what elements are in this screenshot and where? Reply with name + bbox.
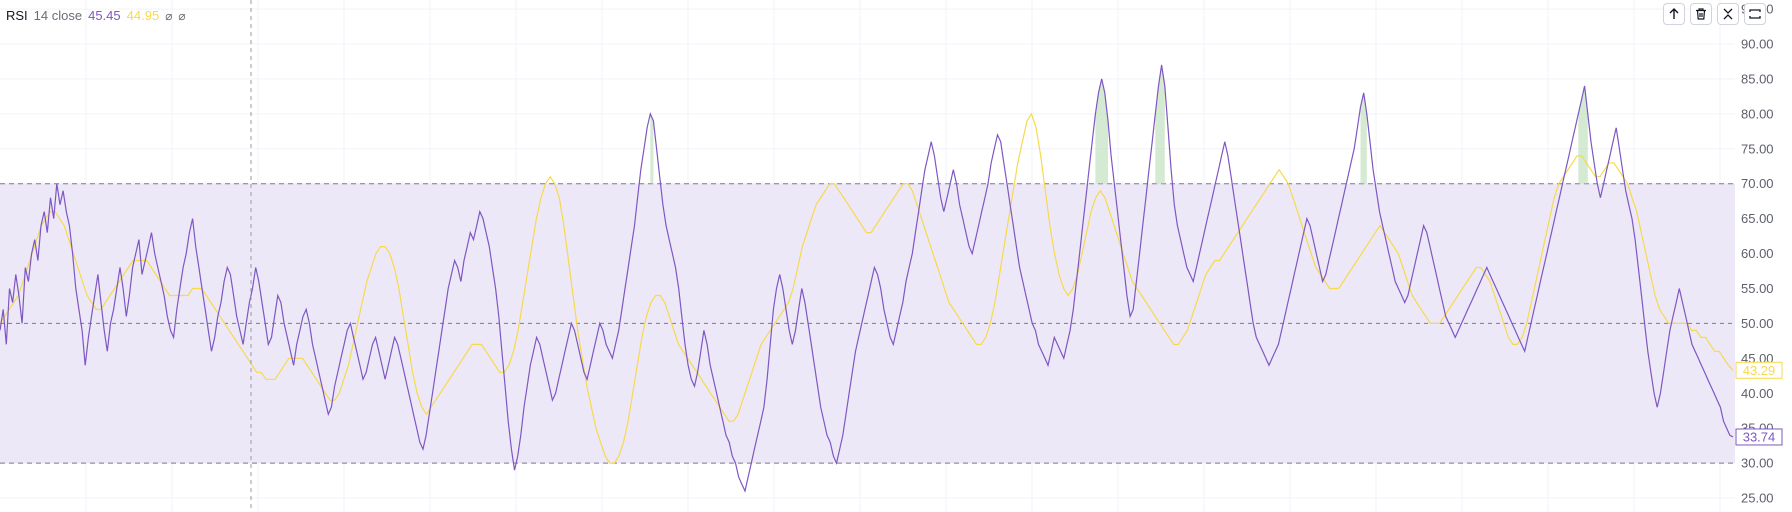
na-value-2: ⌀	[178, 9, 186, 23]
indicator-legend: RSI 14 close 45.45 44.95 ⌀ ⌀	[6, 6, 186, 26]
overbought-area	[1155, 65, 1165, 184]
overbought-area	[1360, 92, 1367, 184]
y-tick-label: 50.00	[1741, 316, 1774, 331]
rsi-last-value-badge-text: 33.74	[1743, 429, 1776, 444]
collapse-icon	[1723, 8, 1733, 20]
y-tick-label: 60.00	[1741, 246, 1774, 261]
delete-button[interactable]	[1690, 3, 1712, 25]
overbought-area	[1578, 85, 1588, 184]
na-value-1: ⌀	[165, 9, 173, 23]
price-badges: 43.29 33.74	[1735, 361, 1783, 446]
collapse-button[interactable]	[1717, 3, 1739, 25]
overbought-area	[650, 113, 654, 184]
y-tick-label: 75.00	[1741, 141, 1774, 156]
overbought-area	[1095, 78, 1108, 184]
ma-last-value-badge-text: 43.29	[1743, 363, 1776, 378]
overbought-fill	[650, 65, 1588, 184]
rsi-value: 45.45	[88, 8, 121, 23]
y-tick-label: 80.00	[1741, 106, 1774, 121]
y-tick-label: 55.00	[1741, 281, 1774, 296]
ma-value: 44.95	[126, 8, 160, 23]
rsi-ma-line	[0, 112, 1734, 464]
y-tick-label: 85.00	[1741, 71, 1774, 86]
rsi-line	[0, 64, 1734, 493]
y-tick-label: 70.00	[1741, 176, 1774, 191]
move-up-button[interactable]	[1663, 3, 1685, 25]
maximize-button[interactable]	[1744, 3, 1766, 25]
pane-toolbar	[1663, 3, 1766, 25]
rsi-last-value-badge: 33.74	[1735, 428, 1783, 446]
y-tick-label: 65.00	[1741, 211, 1774, 226]
indicator-params: 14 close	[33, 8, 83, 23]
trash-icon	[1696, 8, 1706, 20]
maximize-icon	[1749, 9, 1761, 19]
y-tick-label: 40.00	[1741, 386, 1774, 401]
y-tick-label: 25.00	[1741, 491, 1774, 506]
y-tick-label: 30.00	[1741, 456, 1774, 471]
arrow-up-icon	[1669, 8, 1679, 19]
y-tick-label: 90.00	[1741, 37, 1774, 52]
indicator-name[interactable]: RSI	[6, 8, 28, 23]
ma-last-value-badge: 43.29	[1735, 361, 1783, 379]
